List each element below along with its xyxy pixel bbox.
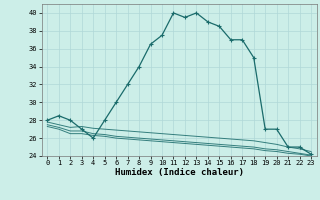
X-axis label: Humidex (Indice chaleur): Humidex (Indice chaleur) (115, 168, 244, 177)
